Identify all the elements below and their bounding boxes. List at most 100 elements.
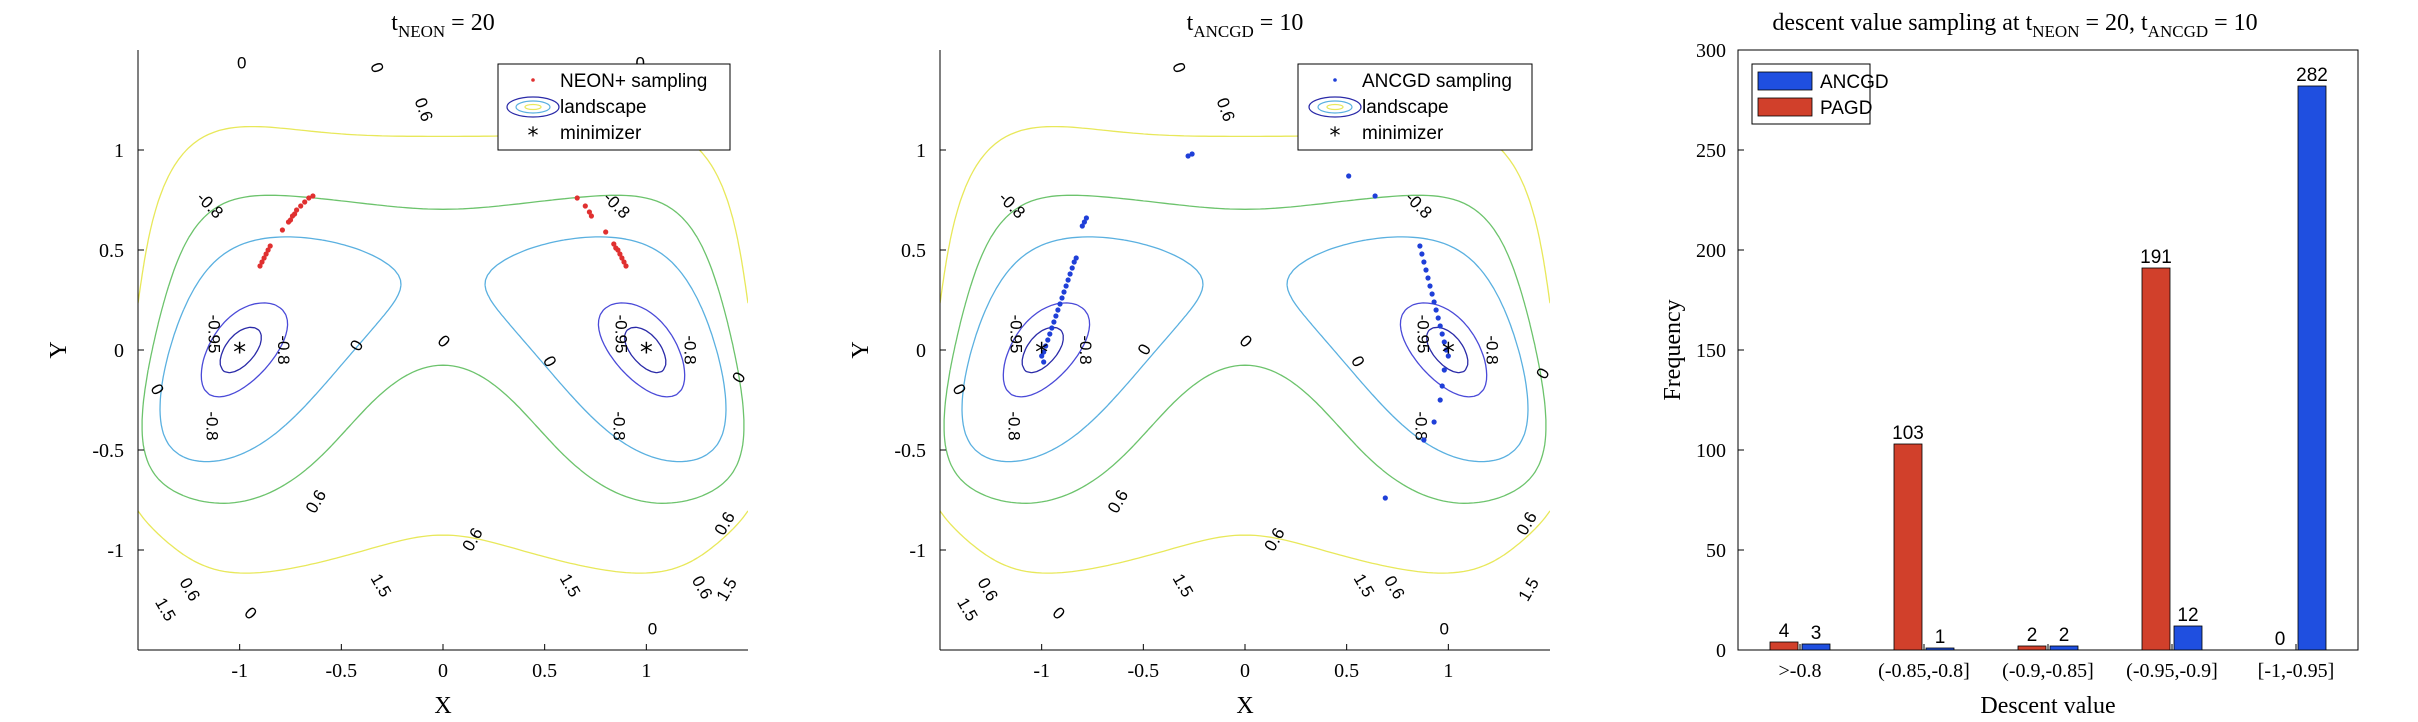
contour-label: -0.8 bbox=[995, 188, 1029, 222]
contour-label: 0 bbox=[1049, 603, 1069, 623]
sampling-point bbox=[294, 207, 300, 213]
bar-chart-title: descent value sampling at tNEON = 20, tA… bbox=[1772, 10, 2257, 41]
sampling-point bbox=[1419, 251, 1425, 257]
sampling-point bbox=[1083, 215, 1089, 221]
y-tick-label: 0.5 bbox=[99, 240, 124, 262]
sampling-point bbox=[1081, 219, 1087, 225]
contour-label: -0.95 bbox=[1413, 315, 1432, 354]
sampling-point bbox=[588, 213, 595, 219]
y-axis-label: Frequency bbox=[1660, 299, 1686, 400]
contour-level-1p5 bbox=[940, 125, 1550, 574]
sampling-point bbox=[287, 217, 294, 223]
sampling-point bbox=[279, 227, 285, 233]
contour-label: -0.95 bbox=[1007, 315, 1026, 354]
sampling-point bbox=[611, 241, 617, 247]
x-tick-label: -1 bbox=[1033, 660, 1050, 682]
bar-value-label: 103 bbox=[1892, 423, 1924, 444]
sampling-point bbox=[603, 229, 609, 235]
x-tick-labels: -1 -0.5 0 0.5 1 bbox=[1033, 644, 1453, 682]
contour-level-neg0p95 bbox=[1021, 326, 1469, 374]
contour-label: 0 bbox=[237, 53, 246, 72]
x-tick-label: (-0.95,-0.9] bbox=[2126, 660, 2218, 682]
contour-label: 0 bbox=[648, 619, 657, 638]
sampling-point bbox=[1441, 367, 1447, 373]
sampling-point bbox=[1437, 397, 1443, 403]
sampling-point bbox=[1441, 339, 1447, 345]
sampling-point bbox=[1053, 313, 1059, 319]
sampling-point bbox=[1427, 283, 1433, 289]
y-tick-label: 250 bbox=[1696, 140, 1726, 162]
x-tick-label: -0.5 bbox=[1127, 660, 1159, 682]
contour-level-neg0p8 bbox=[1002, 302, 1488, 398]
minimizer-marker: * bbox=[1442, 338, 1455, 368]
sampling-point bbox=[1425, 275, 1431, 281]
sampling-point bbox=[1429, 291, 1435, 297]
sampling-point bbox=[1431, 419, 1437, 425]
contour-label: 0 bbox=[1347, 353, 1368, 371]
legend-marker-sampling bbox=[531, 78, 535, 82]
bar-value-label: 282 bbox=[2296, 65, 2328, 86]
contour-label: 1.5 bbox=[713, 575, 741, 605]
sampling-point bbox=[1047, 331, 1053, 337]
bar-value-label: 12 bbox=[2177, 605, 2198, 626]
sampling-point bbox=[1069, 265, 1075, 271]
bar-value-label: 2 bbox=[2059, 625, 2070, 646]
contour-label: -0.8 bbox=[681, 335, 700, 364]
y-tick-label: -0.5 bbox=[894, 440, 926, 462]
legend-label-landscape: landscape bbox=[560, 97, 647, 118]
sampling-point bbox=[1059, 295, 1065, 301]
legend-swatch-pagd bbox=[1757, 97, 1813, 117]
sampling-point bbox=[1079, 223, 1085, 229]
bar-ancgd bbox=[2173, 625, 2203, 651]
sampling-point bbox=[1051, 319, 1057, 325]
sampling-point bbox=[292, 211, 298, 217]
legend-label-minimizer: minimizer bbox=[1362, 123, 1444, 144]
contour-label: -0.8 bbox=[609, 411, 628, 440]
legend: NEON+ sampling landscape * minimizer bbox=[497, 63, 731, 151]
bar-value-label: 2 bbox=[2027, 625, 2038, 646]
contour-label: 0.6 bbox=[1213, 95, 1239, 124]
y-axis-label: Y bbox=[46, 341, 72, 358]
sampling-point bbox=[1063, 283, 1069, 289]
sampling-point bbox=[1073, 255, 1079, 261]
sampling-point bbox=[1061, 289, 1067, 295]
legend-label-pagd: PAGD bbox=[1820, 98, 1872, 119]
bar-plot-frame bbox=[1737, 49, 2359, 651]
bar-pagd bbox=[1893, 443, 1923, 651]
legend-label-minimizer: minimizer bbox=[560, 123, 642, 144]
contour-label: 1.5 bbox=[1169, 571, 1197, 601]
sampling-point bbox=[302, 199, 308, 205]
legend-label-ancgd: ANCGD bbox=[1820, 72, 1889, 93]
bar-value-label: 4 bbox=[1779, 621, 1790, 642]
contour-label: 0.6 bbox=[1513, 509, 1541, 539]
legend-swatch-ancgd bbox=[1757, 71, 1813, 91]
bar-pagd bbox=[1769, 641, 1799, 651]
x-tick-label: -0.5 bbox=[325, 660, 357, 682]
bar-ancgd bbox=[2297, 85, 2327, 651]
y-tick-label: 150 bbox=[1696, 340, 1726, 362]
contour-lines bbox=[940, 125, 1550, 574]
x-tick-label: (-0.9,-0.85] bbox=[2002, 660, 2094, 682]
y-tick-label: 100 bbox=[1696, 440, 1726, 462]
sampling-point bbox=[621, 259, 627, 265]
bar-value-label: 1 bbox=[1935, 627, 1946, 648]
bars bbox=[1769, 85, 2327, 651]
sampling-points bbox=[257, 193, 629, 269]
contour-label: 0 bbox=[949, 381, 970, 399]
sampling-point bbox=[1043, 343, 1049, 349]
sampling-point bbox=[1041, 349, 1047, 355]
contour-label: 1.5 bbox=[556, 571, 584, 601]
sampling-points bbox=[1039, 151, 1451, 501]
bar-pagd bbox=[2017, 645, 2047, 651]
contour-label: 0 bbox=[539, 353, 560, 371]
sampling-point bbox=[623, 263, 629, 269]
y-tick-label: 0 bbox=[1716, 640, 1726, 662]
sampling-point bbox=[1045, 337, 1051, 343]
legend-label-sampling: NEON+ sampling bbox=[560, 71, 707, 92]
contour-level-0 bbox=[961, 236, 1529, 463]
legend: ANCGD sampling landscape * minimizer bbox=[1297, 63, 1533, 151]
contour-label: 0 bbox=[1532, 365, 1553, 383]
contour-label: 0 bbox=[1168, 60, 1189, 75]
contour-level-0p6 bbox=[943, 194, 1547, 504]
contour-label: 0 bbox=[1440, 619, 1449, 638]
